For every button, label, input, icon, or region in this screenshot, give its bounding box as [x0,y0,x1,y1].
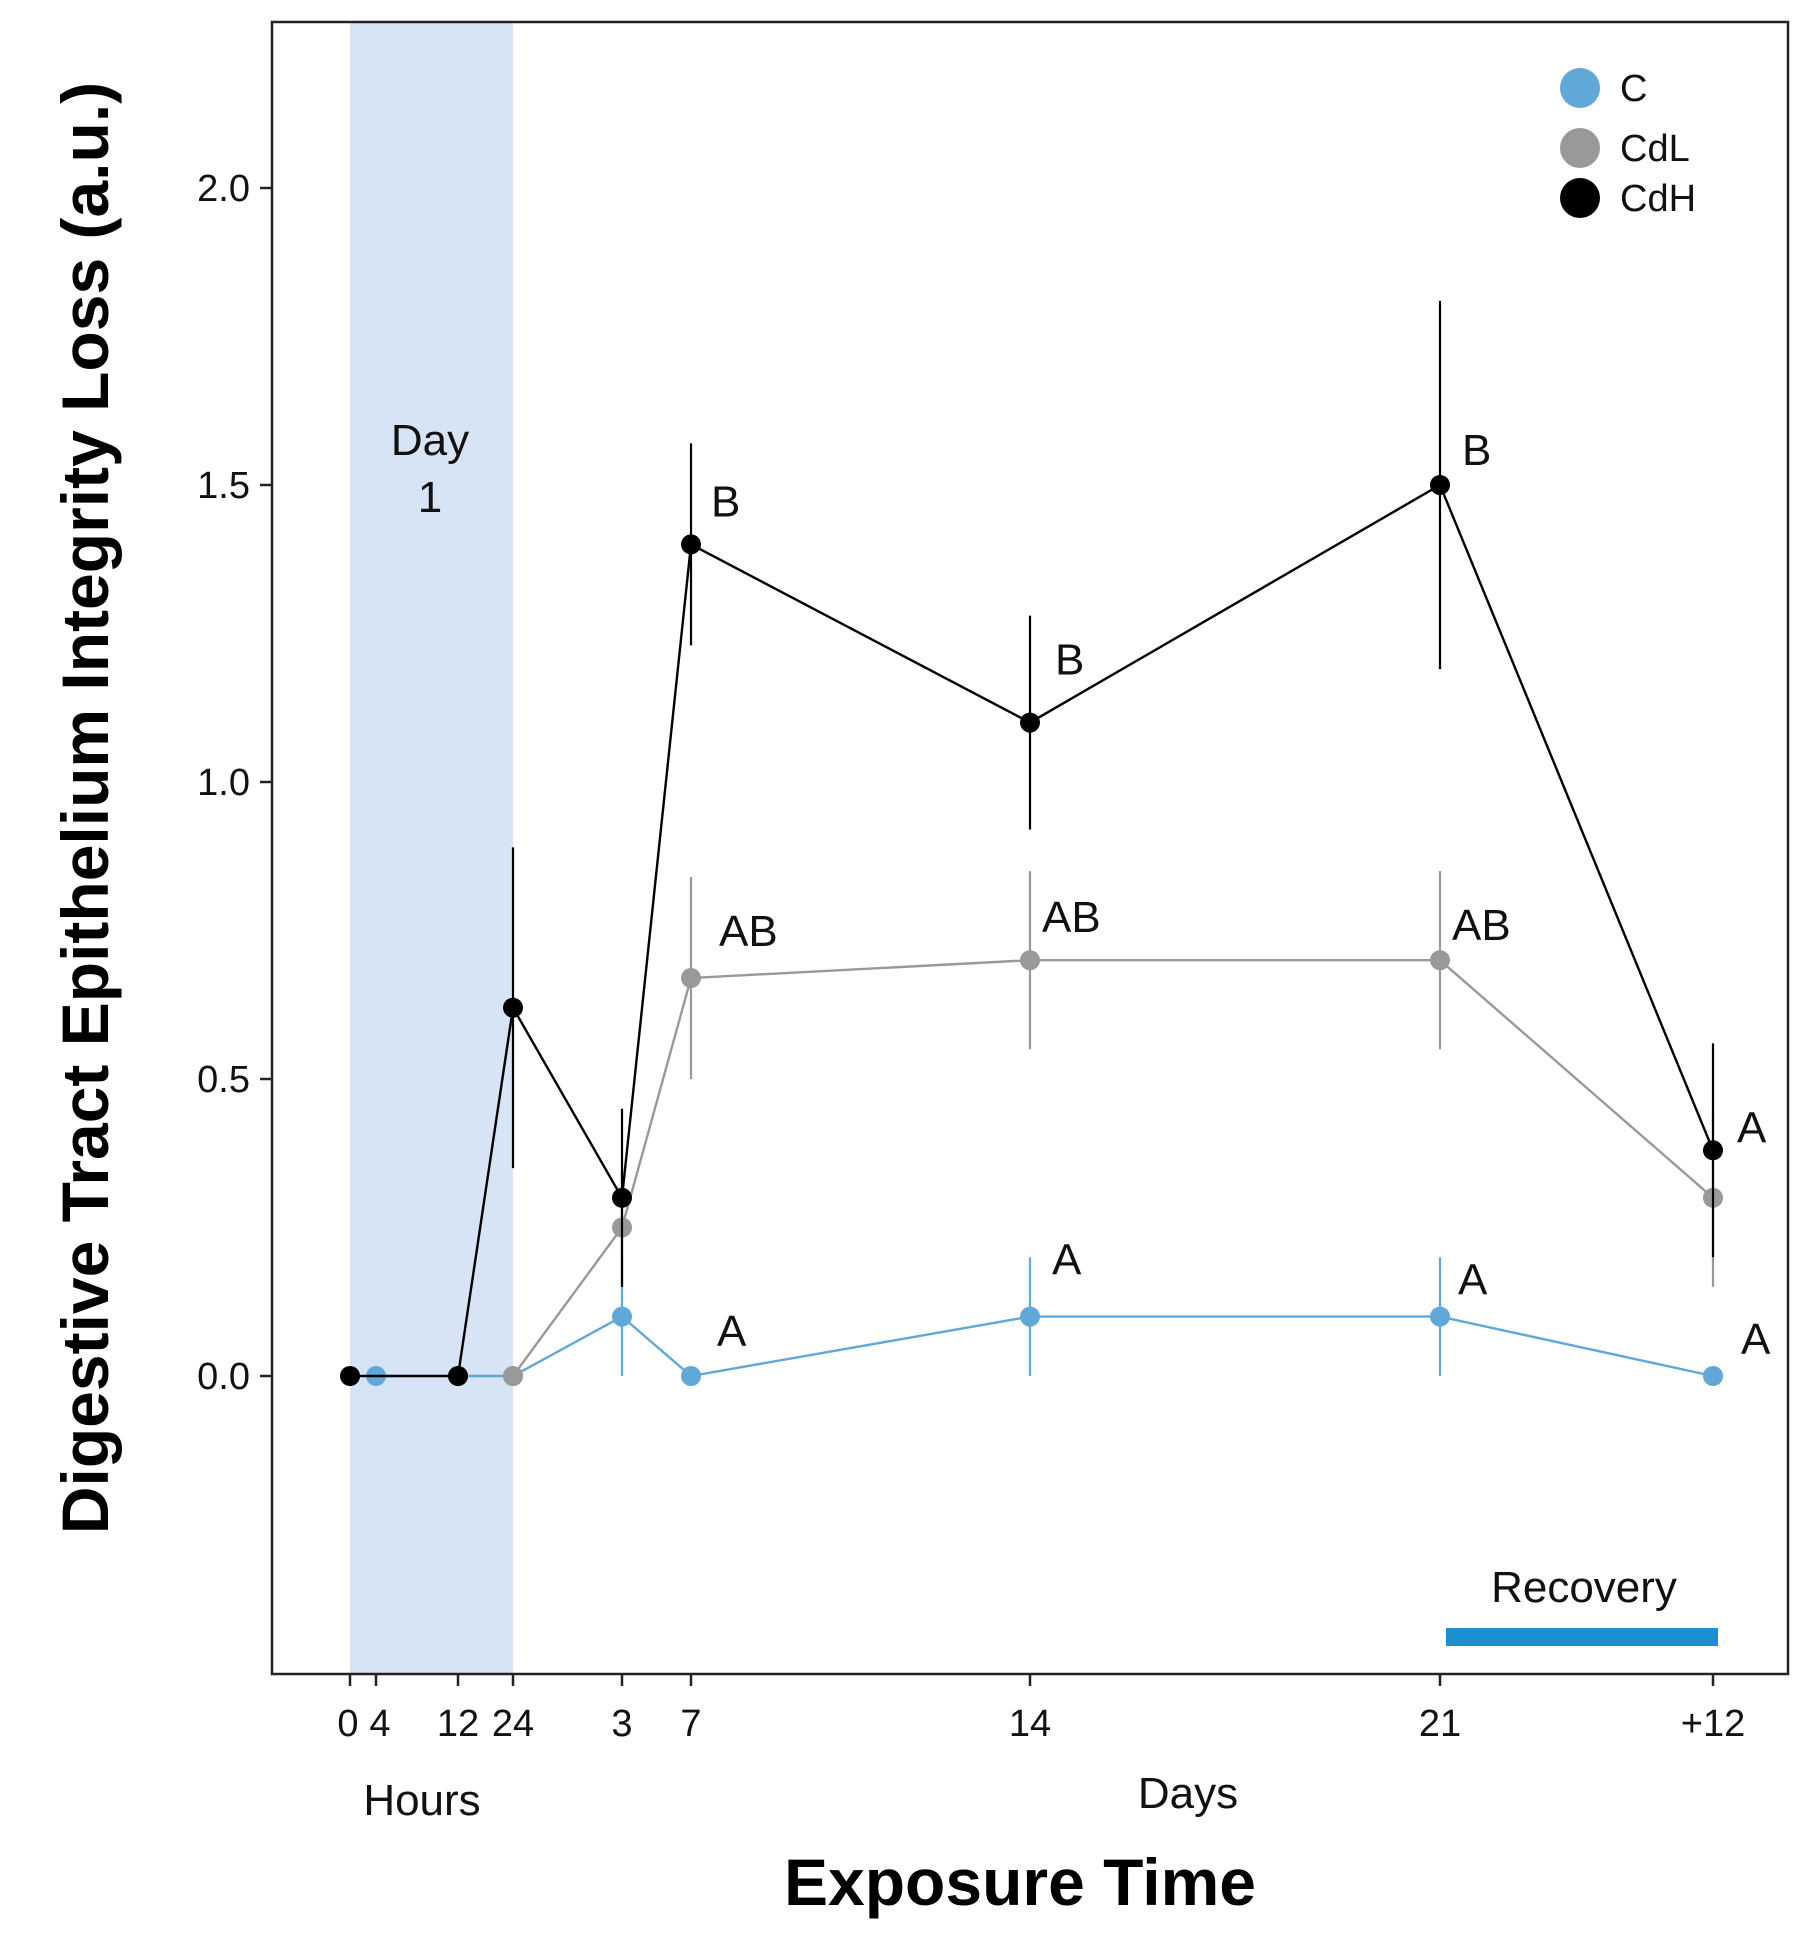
significance-label: A [1458,1256,1488,1305]
significance-label: A [717,1307,747,1356]
data-point [681,534,701,555]
x-axis-title: Exposure Time [784,1845,1256,1919]
significance-label: A [1052,1236,1082,1285]
y-tick-label: 1.5 [197,465,250,507]
data-point [503,997,523,1018]
significance-label: A [1737,1103,1767,1152]
data-point [503,1366,523,1386]
series-line [350,483,1715,1378]
y-tick-label: 2.0 [197,168,250,210]
legend-marker-c [1560,68,1600,108]
legend-label-cdh: CdH [1620,178,1696,220]
significance-label: B [711,477,740,526]
legend-marker-cdl [1560,128,1600,168]
data-point [681,968,701,989]
y-axis-title: Digestive Tract Epithelium Integrity Los… [48,82,122,1534]
x-tick-label: 7 [680,1703,701,1745]
legend-label-cdl: CdL [1620,128,1690,170]
x-tick-label: 0 [337,1703,358,1745]
data-point [1020,950,1040,971]
data-point [448,1366,468,1386]
day1-label-line2: 1 [418,473,442,522]
data-point [1703,1366,1723,1386]
data-point [1020,712,1040,733]
data-point [1430,475,1450,495]
y-tick-label: 1.0 [197,762,250,804]
data-point [612,1187,632,1208]
data-point [612,1306,632,1327]
x-tick-label: 3 [611,1703,632,1745]
day1-label-line1: Day [391,416,469,465]
recovery-bar [1446,1628,1718,1646]
x-tick-label: 4 [369,1703,390,1745]
hours-label: Hours [363,1776,480,1825]
legend: C CdL CdH [1560,68,1696,220]
legend-marker-cdh [1560,178,1600,218]
data-point [681,1366,701,1386]
significance-label: AB [719,907,778,956]
data-point [1020,1306,1040,1327]
significance-label: AB [1042,893,1101,942]
y-tick-label: 0.0 [197,1356,250,1398]
days-label: Days [1138,1769,1238,1818]
x-tick-label: 24 [492,1703,534,1745]
significance-label: B [1462,426,1491,475]
data-point [1430,1306,1450,1327]
series-line [512,959,1714,1377]
x-tick-label: 14 [1009,1703,1051,1745]
series-cdl: AB AB AB [503,871,1723,1386]
series-cdh: B B B A [340,300,1767,1386]
data-point [1703,1140,1723,1161]
significance-label: A [1741,1315,1771,1364]
x-tick-label: 21 [1419,1703,1461,1745]
legend-label-c: C [1620,68,1647,110]
x-tick-label: +12 [1681,1703,1745,1745]
data-point [1430,950,1450,971]
data-point [340,1366,360,1386]
recovery-label: Recovery [1491,1563,1677,1612]
y-axis-ticks: 2.0 1.5 1.0 0.5 0.0 [197,168,272,1398]
x-axis-ticks: 0 4 12 24 3 7 14 21 +12 [337,1674,1745,1745]
series-layer: A A A A AB AB AB B B B A [340,300,1771,1386]
x-tick-label: 12 [437,1703,479,1745]
day1-shaded-region [350,22,513,1674]
y-tick-label: 0.5 [197,1059,250,1101]
significance-label: AB [1452,901,1511,950]
significance-label: B [1055,636,1084,685]
